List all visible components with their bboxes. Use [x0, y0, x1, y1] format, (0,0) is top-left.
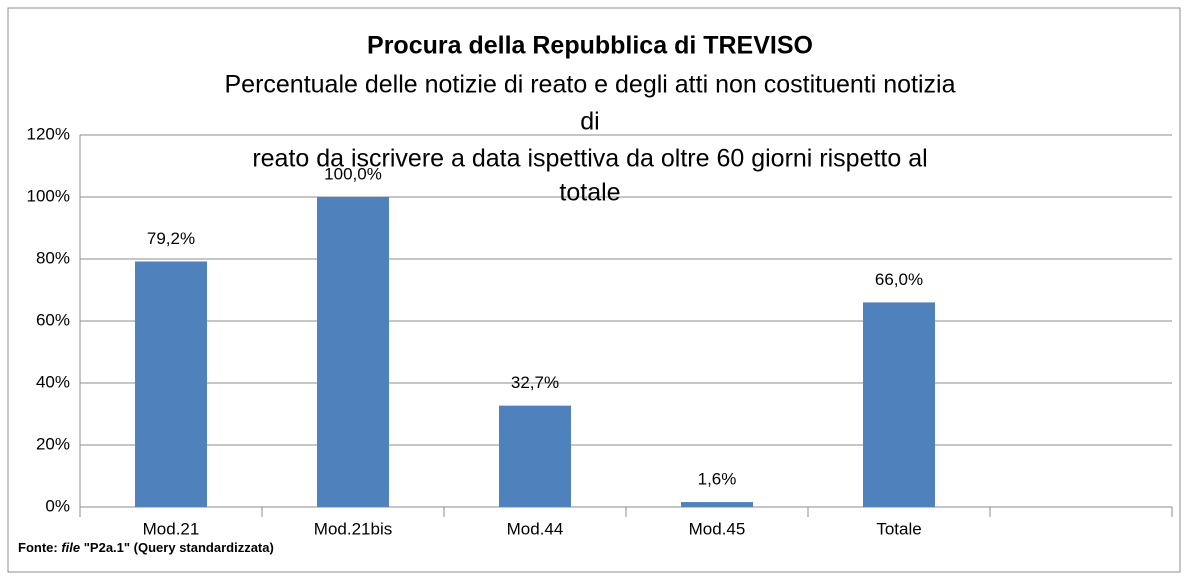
bar [317, 197, 389, 507]
chart-title: Procura della Repubblica di TREVISO [367, 32, 813, 60]
data-label: 79,2% [147, 229, 195, 248]
data-label: 1,6% [698, 470, 737, 489]
data-label: 66,0% [875, 270, 923, 289]
bar [499, 405, 571, 507]
x-tick-label: Mod.21bis [314, 519, 392, 538]
source-rest: "P2a.1" (Query standardizzata) [84, 540, 274, 555]
plot: 0% 20% 40% 60% 80% 100% 120% Mod.21 79,2% Mod.21b… [27, 124, 1173, 538]
x-tick-label: Totale [876, 519, 921, 538]
data-label: 100,0% [324, 164, 382, 183]
source-note: Fonte: file "P2a.1" (Query standardizzat… [18, 540, 274, 555]
x-tick-label: Mod.45 [689, 519, 746, 538]
y-tick-label: 40% [36, 372, 70, 391]
bar [863, 302, 935, 507]
bar [681, 502, 753, 507]
y-tick-label: 120% [27, 124, 70, 143]
y-tick-label: 100% [27, 186, 70, 205]
subtitle-line: Percentuale delle notizie di reato e deg… [224, 71, 955, 99]
y-tick-label: 20% [36, 434, 70, 453]
y-tick-label: 0% [45, 496, 70, 515]
subtitle-line: totale [559, 179, 620, 207]
y-tick-label: 60% [36, 310, 70, 329]
subtitle-line: di [580, 108, 599, 136]
source-prefix: Fonte: [18, 540, 58, 555]
subtitle: Percentuale delle notizie di reato e deg… [224, 71, 955, 207]
x-tick-label: Mod.21 [143, 519, 200, 538]
subtitle-line: reato da iscrivere a data ispettiva da o… [252, 145, 927, 173]
x-tick-label: Mod.44 [507, 519, 564, 538]
data-label: 32,7% [511, 373, 559, 392]
source-file: file [61, 540, 80, 555]
y-tick-label: 80% [36, 248, 70, 267]
bar [135, 261, 207, 507]
